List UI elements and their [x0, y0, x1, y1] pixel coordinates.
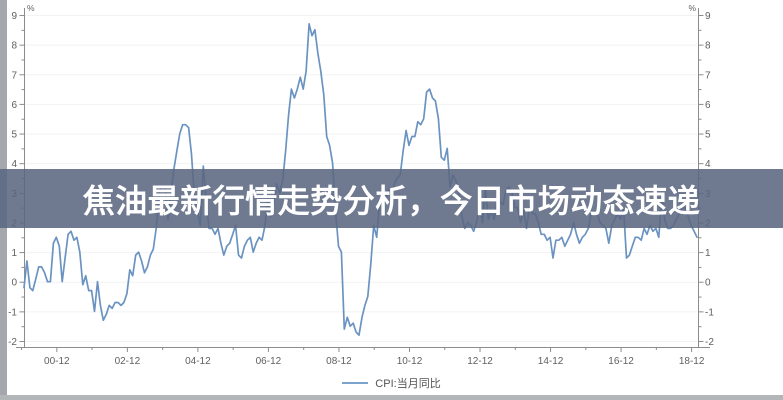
- headline-title: 焦油最新行情走势分析，今日市场动态速递: [82, 182, 701, 219]
- svg-text:9: 9: [705, 11, 711, 22]
- bottom-edge-strip: [0, 395, 783, 400]
- svg-text:04-12: 04-12: [185, 356, 211, 367]
- svg-text:5: 5: [705, 130, 711, 141]
- headline-banner: 焦油最新行情走势分析，今日市场动态速递: [0, 169, 783, 228]
- svg-text:0: 0: [705, 278, 711, 289]
- svg-text:4: 4: [11, 159, 17, 170]
- svg-text:1: 1: [705, 248, 711, 259]
- svg-text:10-12: 10-12: [397, 356, 423, 367]
- svg-text:5: 5: [11, 130, 17, 141]
- svg-text:14-12: 14-12: [538, 356, 564, 367]
- svg-text:6: 6: [11, 100, 17, 111]
- svg-text:16-12: 16-12: [608, 356, 634, 367]
- svg-text:08-12: 08-12: [326, 356, 352, 367]
- svg-text:7: 7: [705, 70, 711, 81]
- svg-text:12-12: 12-12: [467, 356, 493, 367]
- svg-text:8: 8: [705, 41, 711, 52]
- svg-text:4: 4: [705, 159, 711, 170]
- svg-text:02-12: 02-12: [115, 356, 141, 367]
- legend-line-icon: [342, 382, 369, 384]
- svg-text:9: 9: [11, 11, 17, 22]
- svg-text:-1: -1: [8, 307, 17, 318]
- svg-text:-1: -1: [705, 307, 714, 318]
- svg-text:%: %: [688, 3, 696, 13]
- svg-text:00-12: 00-12: [44, 356, 70, 367]
- svg-text:0: 0: [11, 278, 17, 289]
- svg-text:-2: -2: [705, 337, 714, 348]
- svg-text:6: 6: [705, 100, 711, 111]
- svg-text:06-12: 06-12: [256, 356, 282, 367]
- svg-text:8: 8: [11, 41, 17, 52]
- legend-series-label: CPI:当月同比: [375, 378, 441, 390]
- svg-text:18-12: 18-12: [679, 356, 705, 367]
- svg-text:7: 7: [11, 70, 17, 81]
- svg-text:%: %: [27, 3, 35, 13]
- chart-legend: CPI:当月同比: [0, 375, 783, 391]
- svg-text:1: 1: [11, 248, 17, 259]
- svg-text:-2: -2: [8, 337, 17, 348]
